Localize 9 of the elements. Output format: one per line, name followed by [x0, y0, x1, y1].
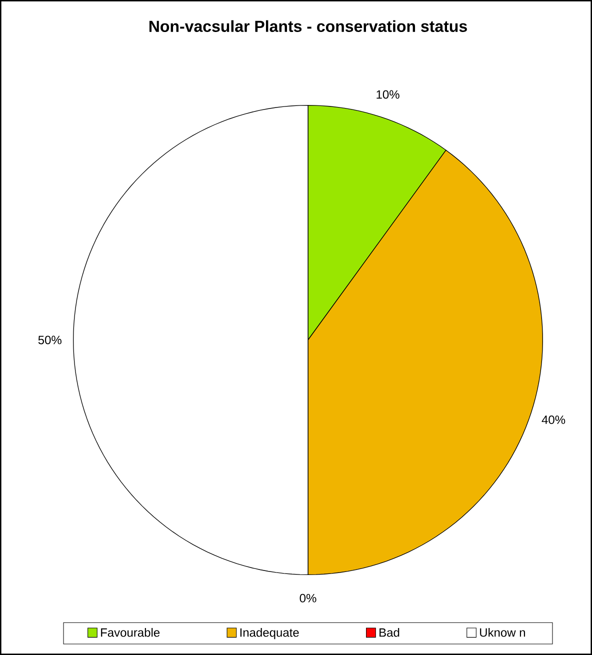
legend-label: Favourable — [101, 628, 160, 637]
legend-label: Uknow n — [480, 628, 526, 637]
legend-label: Bad — [380, 628, 400, 637]
data-label: 10% — [376, 90, 400, 99]
data-label: 50% — [38, 336, 62, 344]
legend-label: Inadequate — [240, 628, 299, 640]
data-label: 40% — [542, 416, 566, 424]
chart-title: Non-vacsular Plants - conservation status — [149, 20, 467, 32]
text: 0% — [300, 594, 316, 602]
